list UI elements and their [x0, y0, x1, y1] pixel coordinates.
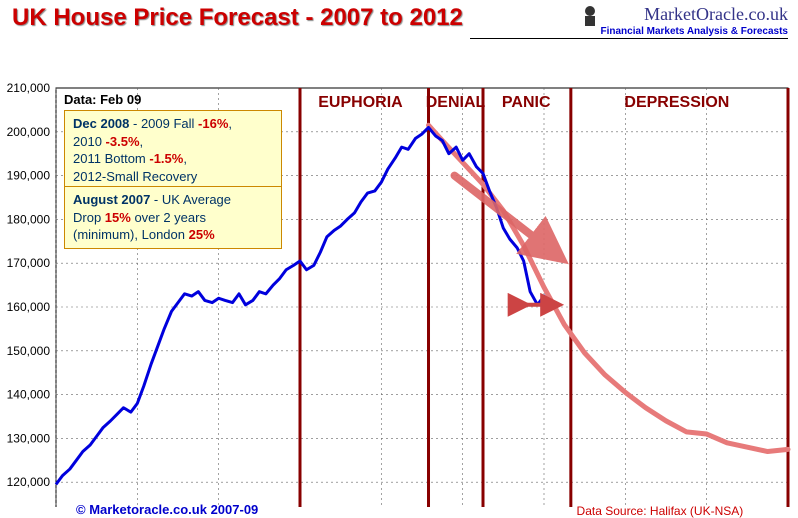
svg-text:180,000: 180,000 [7, 212, 51, 226]
svg-text:210,000: 210,000 [7, 81, 51, 95]
svg-text:120,000: 120,000 [7, 475, 51, 489]
copyright-label: © Marketoracle.co.uk 2007-09 [76, 502, 258, 517]
phase-denial: DENIAL [426, 94, 486, 112]
oracle-icon [577, 3, 603, 29]
brand-name: MarketOracle.co.uk [644, 4, 788, 25]
data-date-label: Data: Feb 09 [64, 92, 141, 107]
svg-text:190,000: 190,000 [7, 169, 51, 183]
svg-text:170,000: 170,000 [7, 256, 51, 270]
phase-euphoria: EUPHORIA [318, 94, 402, 112]
svg-text:130,000: 130,000 [7, 431, 51, 445]
phase-depression: DEPRESSION [624, 94, 729, 112]
svg-text:200,000: 200,000 [7, 125, 51, 139]
svg-text:160,000: 160,000 [7, 300, 51, 314]
svg-text:150,000: 150,000 [7, 344, 51, 358]
phase-panic: PANIC [502, 94, 551, 112]
svg-text:140,000: 140,000 [7, 388, 51, 402]
data-source-label: Data Source: Halifax (UK-NSA) [577, 504, 744, 518]
forecast-box-2008: Dec 2008 - 2009 Fall -16%, 2010 -3.5%, 2… [64, 110, 282, 190]
brand-subtitle: Financial Markets Analysis & Forecasts [601, 26, 789, 37]
chart-title: UK House Price Forecast - 2007 to 2012 [12, 4, 463, 32]
header-divider [470, 38, 788, 39]
forecast-box-2007: August 2007 - UK Average Drop 15% over 2… [64, 186, 282, 249]
